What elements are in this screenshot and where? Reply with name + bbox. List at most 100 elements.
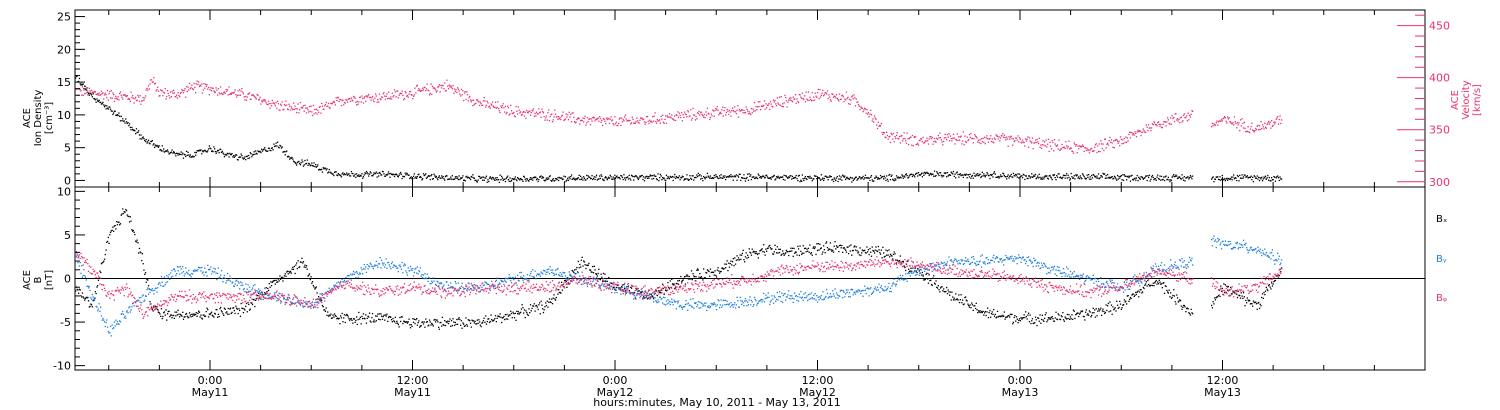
bx-point [1136, 291, 1138, 293]
velocity-point [198, 85, 201, 88]
density-point [415, 176, 417, 178]
velocity-point [1256, 125, 1258, 127]
velocity-point [349, 98, 351, 100]
bx-point [236, 307, 238, 309]
velocity-point [832, 93, 834, 95]
density-point [1185, 177, 1187, 179]
bx-point [506, 313, 508, 316]
velocity-point [1280, 122, 1282, 125]
bx-point [1227, 289, 1229, 291]
density-point [1032, 175, 1034, 178]
density-point [1236, 174, 1239, 177]
velocity-point [930, 138, 933, 140]
bx-point [457, 323, 459, 325]
bx-point [550, 301, 552, 304]
velocity-point [135, 96, 137, 98]
bx-point [928, 274, 930, 276]
velocity-point [425, 88, 428, 90]
by-point [116, 323, 118, 325]
velocity-point [1116, 139, 1118, 141]
velocity-point [631, 116, 633, 118]
density-point [292, 158, 294, 160]
velocity-point [649, 119, 651, 121]
density-point [1179, 176, 1181, 178]
bx-point [515, 319, 517, 321]
bx-point [311, 282, 313, 284]
velocity-point [1252, 129, 1254, 131]
velocity-point [602, 124, 604, 127]
bx-point [248, 309, 251, 311]
velocity-point [319, 105, 321, 108]
velocity-point [394, 91, 396, 93]
bx-point [647, 297, 649, 299]
density-point [951, 172, 953, 174]
bx-point [1031, 320, 1033, 322]
velocity-point [1022, 141, 1024, 143]
bx-point [1087, 313, 1089, 315]
density-point [1045, 175, 1047, 178]
bx-point [1249, 303, 1252, 305]
bx-point [179, 313, 182, 316]
density-point [1275, 177, 1277, 179]
velocity-point [851, 95, 854, 97]
velocity-point [735, 113, 737, 115]
density-point [1074, 178, 1076, 180]
density-point [658, 180, 660, 182]
bx-point [900, 261, 902, 263]
density-point [236, 154, 238, 156]
velocity-point [424, 86, 426, 88]
velocity-point [617, 124, 619, 127]
by-point [75, 255, 78, 258]
density-point [184, 154, 186, 156]
bx-point [716, 269, 718, 271]
bx-point [350, 318, 352, 320]
density-point [1069, 178, 1072, 180]
bx-point [636, 289, 638, 291]
velocity-point [402, 94, 404, 96]
velocity-point [1267, 122, 1269, 124]
velocity-point [835, 94, 838, 96]
density-point [1099, 177, 1101, 179]
density-point [1104, 177, 1106, 179]
bx-point [1004, 318, 1006, 320]
density-point [1079, 175, 1081, 177]
velocity-point [238, 94, 240, 96]
velocity-point [746, 108, 748, 110]
velocity-point [413, 94, 415, 96]
density-point [980, 176, 982, 179]
density-point [387, 171, 390, 173]
density-point [1087, 176, 1089, 178]
bx-point [504, 314, 507, 316]
density-point [972, 177, 974, 179]
velocity-point [1274, 123, 1276, 125]
velocity-point [186, 90, 188, 93]
density-point [1151, 176, 1153, 178]
velocity-point [488, 105, 491, 107]
bx-point [934, 283, 936, 285]
bx-point [889, 253, 892, 255]
velocity-point [1152, 124, 1154, 126]
bx-point [1246, 302, 1248, 304]
by-point [134, 297, 136, 300]
bx-point [302, 262, 304, 264]
velocity-point [478, 101, 480, 103]
bx-point [634, 297, 636, 299]
density-point [253, 151, 255, 153]
density-point [1181, 174, 1183, 176]
bx-point [294, 272, 296, 275]
bx-point [359, 318, 361, 320]
velocity-point [403, 99, 405, 101]
bx-point [187, 317, 189, 319]
bx-point [395, 322, 397, 324]
bx-point [145, 281, 147, 283]
bx-point [264, 293, 267, 295]
bx-point [476, 323, 478, 325]
velocity-point [280, 103, 282, 105]
velocity-point [469, 95, 471, 98]
velocity-point [700, 111, 702, 113]
bx-point [452, 318, 454, 320]
velocity-point [1023, 141, 1025, 144]
velocity-point [258, 99, 260, 101]
density-point [145, 138, 147, 141]
